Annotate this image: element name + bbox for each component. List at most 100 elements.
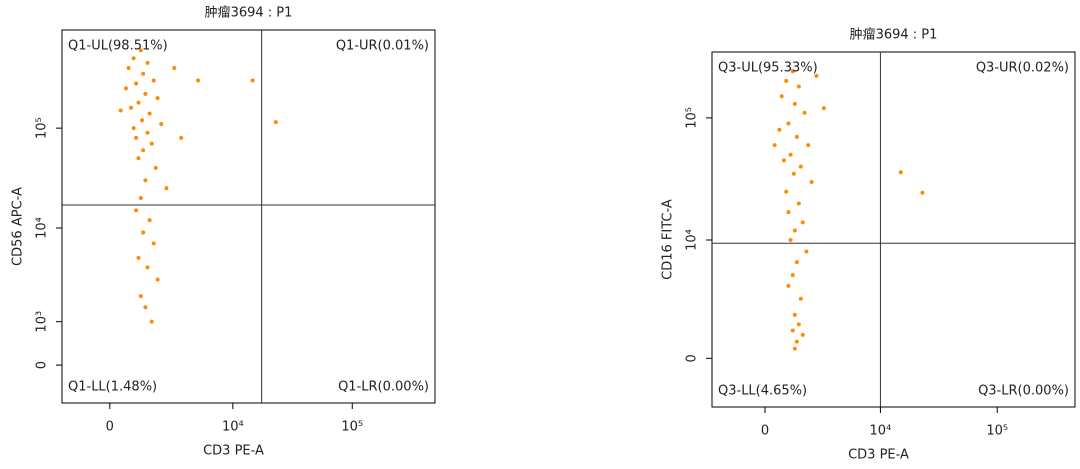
x-tick-label: 10⁵ (341, 420, 363, 435)
event-dot (153, 165, 158, 170)
event-dot (147, 111, 152, 116)
event-dot (790, 328, 795, 333)
x-tick-label: 10⁴ (222, 420, 244, 435)
chart-title: 肿瘤3694 : P1 (205, 5, 293, 21)
quadrant-label: Q1-LL(1.48%) (68, 380, 157, 395)
event-dot (777, 127, 782, 132)
event-dot (798, 296, 803, 301)
event-dot (129, 105, 134, 110)
event-dot (792, 101, 797, 106)
event-dot (151, 241, 156, 246)
quadrant-label: Q3-LL(4.65%) (718, 384, 807, 399)
plot-frame (61, 29, 436, 404)
event-dot (794, 134, 799, 139)
event-dot (821, 106, 826, 111)
event-dot (136, 156, 141, 161)
y-tick-label: 10⁵ (685, 107, 700, 129)
event-dot (136, 100, 141, 105)
x-tick-label: 0 (106, 420, 114, 435)
event-dot (786, 121, 791, 126)
event-dot (806, 143, 811, 148)
quadrant-label: Q3-UR(0.02%) (976, 61, 1069, 76)
y-tick-label: 0 (685, 354, 700, 362)
event-dot (164, 186, 169, 191)
event-dot (138, 294, 143, 299)
y-axis-label: CD56 APC-A (11, 187, 26, 266)
x-axis-label: CD3 PE-A (203, 444, 264, 459)
x-tick-label: 10⁴ (870, 424, 892, 439)
event-dot (802, 110, 807, 115)
event-dot (139, 118, 144, 123)
event-dot (796, 84, 801, 89)
x-axis-label: CD3 PE-A (848, 448, 909, 463)
event-dot (791, 171, 796, 176)
event-dot (794, 260, 799, 265)
event-dot (814, 73, 819, 78)
event-dot (250, 78, 255, 83)
event-dot (136, 255, 141, 260)
event-dot (141, 71, 146, 76)
event-dot (147, 218, 152, 223)
event-dot (794, 339, 799, 344)
y-tick-label: 10⁴ (685, 229, 700, 251)
quadrant-label: Q3-LR(0.00%) (978, 384, 1069, 399)
event-dot (179, 135, 184, 140)
y-tick-label: 10⁵ (35, 117, 50, 139)
event-dot (145, 265, 150, 270)
event-dot (143, 91, 148, 96)
y-tick-label: 10⁴ (35, 217, 50, 239)
event-dot (134, 81, 139, 86)
event-dot (796, 322, 801, 327)
quadrant-label: Q1-UL(98.51%) (68, 39, 168, 54)
event-dot (134, 135, 139, 140)
event-dot (149, 141, 154, 146)
chart-title: 肿瘤3694 : P1 (850, 27, 938, 43)
event-dot (138, 195, 143, 200)
event-dot (786, 210, 791, 215)
event-dot (920, 190, 925, 195)
event-dot (809, 179, 814, 184)
event-dot (784, 189, 789, 194)
event-dot (172, 65, 177, 70)
event-dot (796, 201, 801, 206)
event-dot (800, 220, 805, 225)
event-dot (145, 60, 150, 65)
event-dot (772, 143, 777, 148)
event-dot (786, 283, 791, 288)
y-tick-label: 0 (35, 361, 50, 369)
event-dot (143, 305, 148, 310)
event-dot (131, 126, 136, 131)
event-dot (792, 346, 797, 351)
event-dot (151, 78, 156, 83)
event-dot (788, 152, 793, 157)
event-dot (898, 170, 903, 175)
x-tick-label: 10⁵ (986, 424, 1008, 439)
event-dot (779, 94, 784, 99)
quadrant-label: Q1-UR(0.01%) (336, 39, 429, 54)
y-axis-label: CD16 FITC-A (661, 199, 676, 280)
event-dot (800, 332, 805, 337)
event-dot (781, 158, 786, 163)
event-dot (118, 108, 123, 113)
event-dot (788, 237, 793, 242)
event-dot (134, 208, 139, 213)
event-dot (123, 86, 128, 91)
plot-frame (711, 51, 1076, 408)
event-dot (804, 249, 809, 254)
event-dot (792, 312, 797, 317)
x-tick-label: 0 (761, 424, 769, 439)
event-dot (273, 120, 278, 125)
event-dot (155, 96, 160, 101)
quadrant-label: Q3-UL(95.33%) (718, 61, 818, 76)
event-dot (790, 69, 795, 74)
event-dot (143, 178, 148, 183)
event-dot (798, 164, 803, 169)
event-dot (138, 48, 143, 53)
event-dot (126, 65, 131, 70)
event-dot (145, 130, 150, 135)
event-dot (141, 230, 146, 235)
event-dot (141, 148, 146, 153)
event-dot (149, 319, 154, 324)
event-dot (131, 56, 136, 61)
